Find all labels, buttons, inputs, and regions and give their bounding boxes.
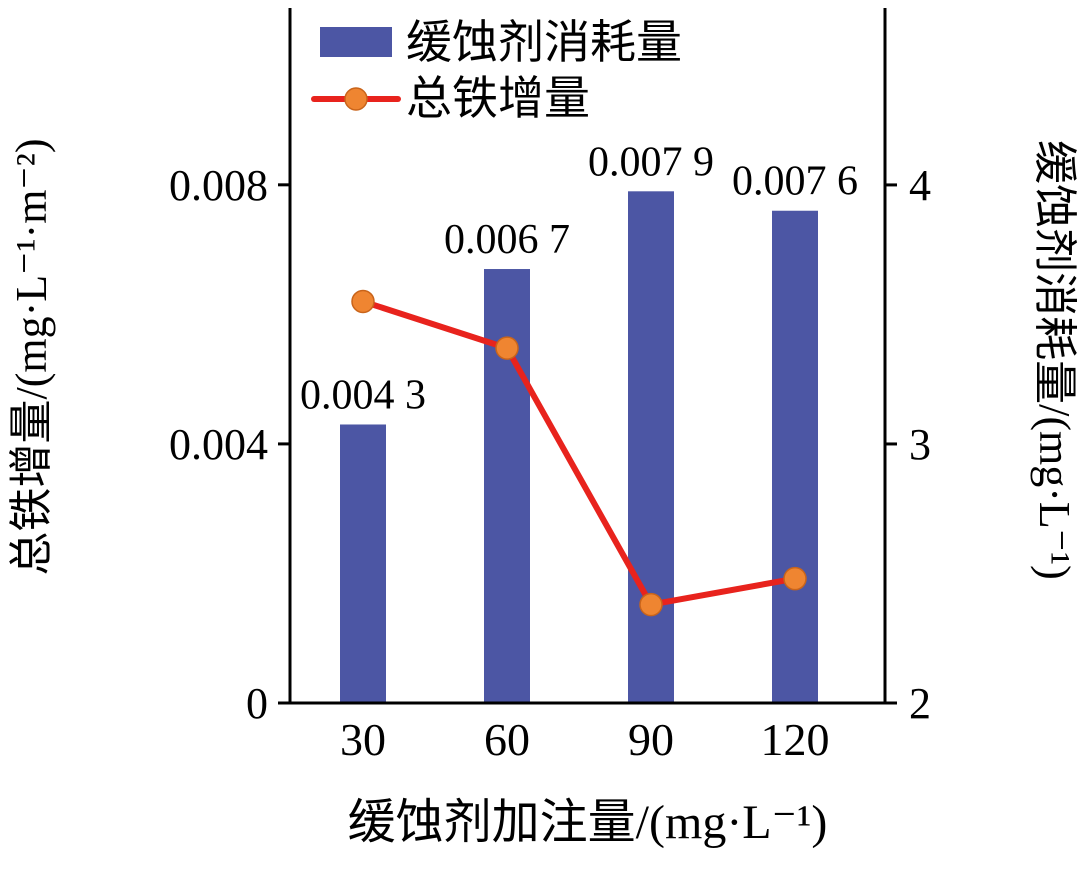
right-y-axis-title: 缓蚀剂消耗量/(mg·L⁻¹) bbox=[1030, 140, 1079, 580]
left-tick-label: 0.008 bbox=[169, 161, 268, 210]
right-tick-label: 3 bbox=[909, 420, 931, 469]
bar-90 bbox=[628, 191, 674, 703]
legend-label-line: 总铁增量 bbox=[406, 73, 590, 124]
legend-bar-swatch bbox=[320, 27, 392, 57]
axis-frame bbox=[288, 8, 887, 705]
bar-value-label: 0.004 3 bbox=[300, 372, 426, 418]
left-tick-label: 0 bbox=[246, 679, 268, 728]
line-marker bbox=[783, 566, 807, 591]
bar-value-label: 0.006 7 bbox=[444, 217, 570, 263]
right-tick-label: 4 bbox=[909, 161, 931, 210]
bar-30 bbox=[340, 424, 386, 703]
x-axis-title: 缓蚀剂加注量/(mg·L⁻¹) bbox=[348, 796, 828, 849]
line-marker bbox=[639, 592, 663, 617]
bar-value-label: 0.007 6 bbox=[732, 159, 858, 205]
bar-120 bbox=[772, 210, 818, 703]
x-tick-label: 60 bbox=[484, 714, 530, 765]
right-tick-label: 2 bbox=[909, 679, 931, 728]
x-tick-label: 90 bbox=[628, 714, 674, 765]
line-series bbox=[360, 298, 798, 608]
line-marker bbox=[495, 336, 519, 360]
legend-label-bar: 缓蚀剂消耗量 bbox=[406, 17, 682, 68]
left-y-axis-title: 总铁增量/(mg·L⁻¹·m⁻²) bbox=[7, 139, 56, 576]
x-tick-label: 30 bbox=[340, 714, 386, 765]
line-marker bbox=[351, 289, 375, 314]
left-tick-label: 0.004 bbox=[169, 420, 268, 469]
x-tick-label: 120 bbox=[761, 714, 830, 765]
bar-value-label: 0.007 9 bbox=[588, 139, 714, 185]
legend-marker-swatch bbox=[344, 87, 368, 111]
bar-60 bbox=[484, 269, 530, 703]
